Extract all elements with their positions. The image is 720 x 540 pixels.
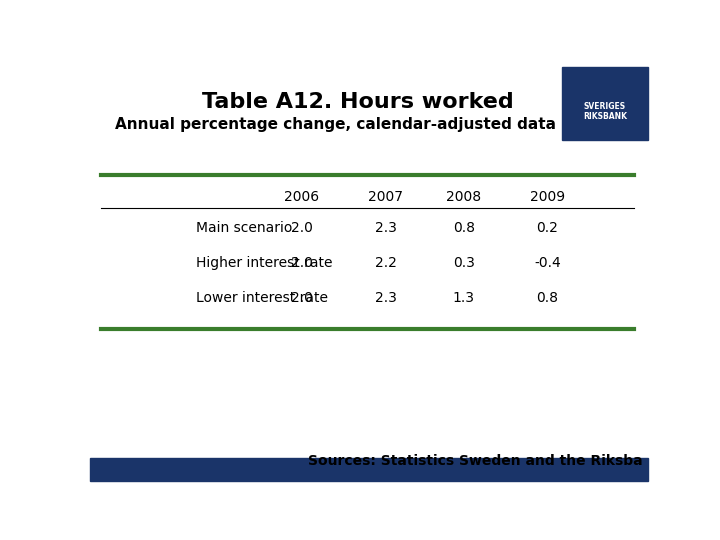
Text: 2009: 2009 [530, 190, 565, 204]
Text: 2.3: 2.3 [375, 292, 397, 306]
Bar [90, 458, 648, 481]
Text: 2008: 2008 [446, 190, 482, 204]
Text: Main scenario: Main scenario [196, 221, 292, 235]
Text: Annual percentage change, calendar-adjusted data: Annual percentage change, calendar-adjus… [115, 117, 556, 132]
Text: -0.4: -0.4 [534, 256, 561, 270]
Text: 2.2: 2.2 [375, 256, 397, 270]
Text: 0.8: 0.8 [453, 221, 475, 235]
Text: 2.0: 2.0 [291, 221, 313, 235]
Text: 0.2: 0.2 [536, 221, 559, 235]
Text: Lower interest rate: Lower interest rate [196, 292, 328, 306]
Text: 1.3: 1.3 [453, 292, 475, 306]
Text: 2.0: 2.0 [291, 256, 313, 270]
Text: Table A12. Hours worked: Table A12. Hours worked [202, 92, 513, 112]
Text: 2.0: 2.0 [291, 292, 313, 306]
Text: 2007: 2007 [368, 190, 403, 204]
Text: 0.8: 0.8 [536, 292, 559, 306]
Text: Sources: Statistics Sweden and the Riksba: Sources: Statistics Sweden and the Riksb… [307, 454, 642, 468]
Bar [562, 67, 648, 140]
Text: Higher interest rate: Higher interest rate [196, 256, 333, 270]
Text: 2.3: 2.3 [375, 221, 397, 235]
Text: SVERIGES
RIKSBANK: SVERIGES RIKSBANK [582, 102, 626, 122]
Text: 0.3: 0.3 [453, 256, 474, 270]
Text: 2006: 2006 [284, 190, 320, 204]
